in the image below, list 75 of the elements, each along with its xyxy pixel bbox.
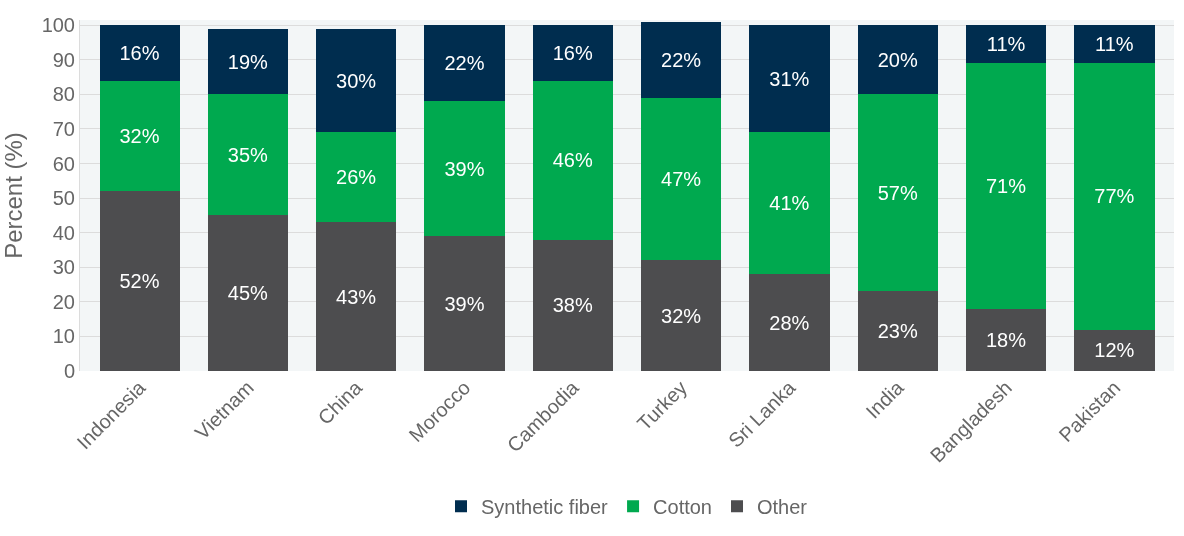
data-label: 35% <box>227 143 269 166</box>
bar <box>857 94 938 292</box>
data-label: 28% <box>769 311 810 334</box>
bar <box>966 63 1047 309</box>
bar <box>424 236 505 371</box>
bar <box>316 28 397 133</box>
y-tick-label: 80 <box>52 83 75 106</box>
data-label: 11% <box>1095 33 1134 56</box>
data-label: 77% <box>1094 185 1135 208</box>
data-label: 16% <box>552 41 593 64</box>
bar <box>99 25 180 81</box>
bar <box>641 260 722 371</box>
bar <box>207 215 288 371</box>
data-label: 32% <box>661 304 702 327</box>
y-tick-label: 10 <box>52 325 75 348</box>
data-label: 71% <box>985 174 1027 197</box>
bar <box>316 222 397 371</box>
data-label: 45% <box>227 282 269 305</box>
data-label: 18% <box>985 328 1027 351</box>
bar <box>857 25 938 95</box>
data-label: 46% <box>552 149 593 172</box>
data-label: 41% <box>769 192 810 215</box>
bar <box>316 132 397 223</box>
data-label: 43% <box>336 285 377 308</box>
data-label: 22% <box>444 52 485 75</box>
bar <box>749 274 830 371</box>
bar <box>424 101 505 237</box>
y-tick-label: 90 <box>52 48 75 71</box>
y-tick-label: 60 <box>52 152 75 175</box>
data-label: 16% <box>119 41 160 64</box>
bar <box>749 25 830 133</box>
y-tick-label: 20 <box>52 290 75 313</box>
y-tick-label: 30 <box>52 256 75 279</box>
bar <box>532 239 613 371</box>
bar <box>1074 63 1155 330</box>
legend-label: Other <box>757 496 808 519</box>
bar <box>641 97 722 261</box>
data-label: 23% <box>877 320 918 343</box>
bar <box>1074 25 1155 64</box>
data-label: 31% <box>769 67 810 90</box>
bar <box>966 308 1047 371</box>
y-tick-label: 70 <box>52 117 75 140</box>
y-tick-label: 100 <box>41 14 75 37</box>
bar <box>1074 329 1155 371</box>
data-label: 26% <box>336 166 377 189</box>
legend-label: Synthetic fiber <box>481 496 609 519</box>
bar <box>857 291 938 371</box>
bar <box>532 80 613 240</box>
data-label: 52% <box>119 270 160 293</box>
data-label: 22% <box>661 48 702 71</box>
bar <box>207 28 288 95</box>
y-tick-label: 0 <box>63 360 75 382</box>
bar <box>99 80 180 192</box>
y-axis-title: Percent (%) <box>0 132 27 259</box>
legend-label: Cotton <box>653 496 713 519</box>
bar <box>749 132 830 275</box>
y-tick-label: 50 <box>52 187 75 210</box>
bar <box>966 25 1047 64</box>
data-label: 39% <box>444 157 485 180</box>
data-label: 20% <box>877 48 918 71</box>
y-tick-label: 40 <box>52 221 75 244</box>
bar <box>424 25 505 102</box>
data-label: 19% <box>227 50 269 73</box>
data-label: 11% <box>986 33 1026 56</box>
bar <box>532 25 613 81</box>
bar <box>207 94 288 216</box>
data-label: 47% <box>661 168 702 191</box>
data-label: 12% <box>1094 339 1135 362</box>
data-label: 57% <box>877 181 918 204</box>
data-label: 39% <box>444 292 485 315</box>
bar <box>641 21 722 98</box>
data-label: 32% <box>119 124 160 147</box>
bar <box>99 191 180 371</box>
data-label: 30% <box>336 69 377 92</box>
data-label: 38% <box>552 294 593 317</box>
